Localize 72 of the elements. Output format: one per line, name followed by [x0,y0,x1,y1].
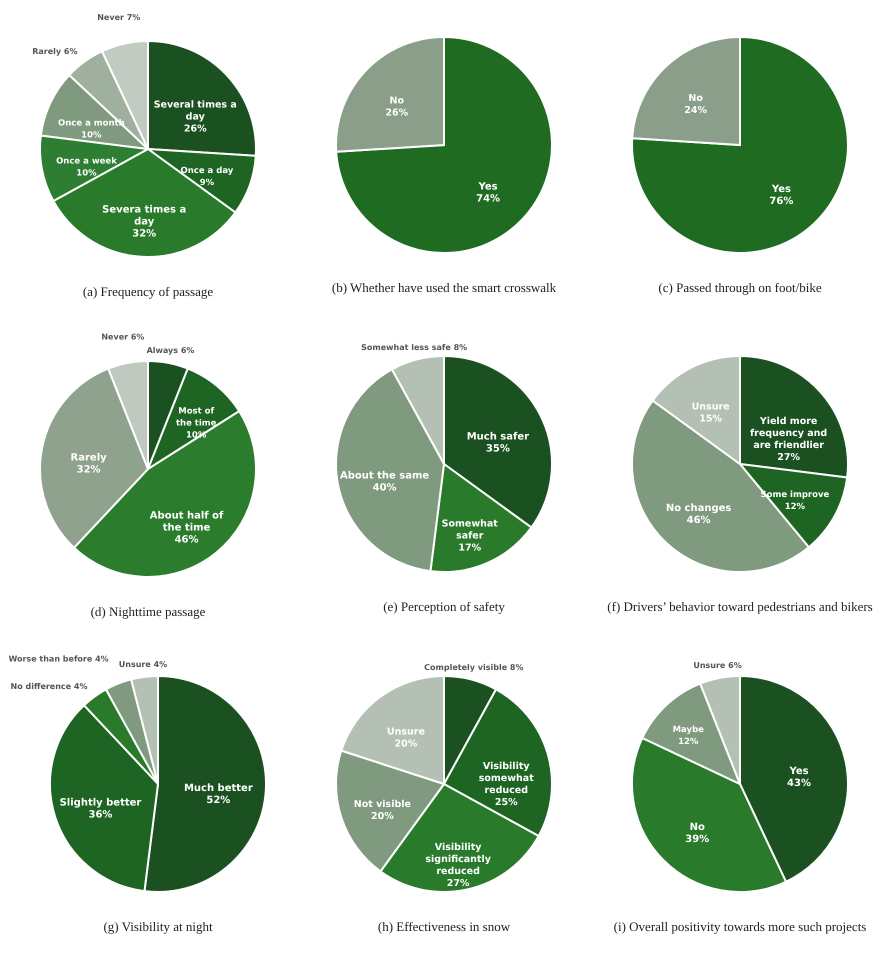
slice-label: Once a day [180,166,234,176]
data-label: 26% [184,124,208,135]
text: (h) Effectiveness in snow [378,919,511,934]
data-label: 39% [685,834,710,845]
slice-label: Rarely [70,452,108,464]
data-label: 12% [784,502,806,512]
slice-label: Much better [184,782,253,794]
slice-label: About the same [340,470,430,482]
slice-label: No [390,96,404,107]
slice-label: Yes [788,766,809,777]
text: (a) Frequency of passage [82,284,214,299]
slice-label: Visibility significantly reduced [425,842,492,878]
text: (g) Visibility at night [103,919,213,934]
data-label: 32% [132,228,156,240]
data-label: 32% [76,464,101,476]
slice-label: No changes [666,503,732,514]
data-label: 27% [446,878,470,890]
slice-label: Yes [770,184,791,196]
slice-label: No difference 4% [10,682,88,691]
data-label: 46% [686,515,711,526]
data-label: 12% [678,736,699,747]
slice-label: Never 6% [101,332,144,342]
data-label: 17% [458,542,482,554]
data-label: 10% [76,168,98,179]
data-label: 15% [699,413,722,424]
slice-label: Visibility somewhat reduced [478,760,534,796]
data-label: 26% [385,108,409,119]
data-label: 9% [200,178,215,188]
slice-label: Several times a day [154,100,237,123]
slice-label: Unsure 6% [693,661,742,670]
slice-label: Never 7% [97,13,140,22]
data-label: 35% [486,444,510,455]
slice-label: Unsure [386,726,425,738]
slice-label: Most of the time [176,406,217,429]
data-label: 52% [206,794,230,806]
data-label: 43% [787,778,811,789]
slice-label: No [690,822,705,833]
slice-label: No [688,92,704,104]
data-label: 10% [81,130,102,140]
slice-label: Always 6% [146,346,194,356]
data-label: 27% [777,452,800,464]
text: (i) Overall positivity towards more such projects [614,919,866,934]
data-label: 74% [476,193,500,204]
data-label: 76% [769,196,794,208]
slice-label: Unsure 4% [118,660,168,669]
slice-label: Rarely 6% [32,46,78,56]
slice-label: Somewhat less safe 8% [361,342,468,352]
slice-label: Severa times a day [102,204,186,228]
text: (f) Drivers’ behavior toward pedestrians and bikers [607,599,873,614]
slice-label: Yield more frequency and are friendlier [750,416,828,452]
slice-label: Not visible [354,799,411,810]
slice-label: About half of the time [150,510,224,534]
slice-label: Completely visible 8% [424,662,524,672]
slice-label: Somewhat safer [442,518,498,542]
text: (b) Whether have used the smart crosswalk [332,280,557,295]
slice-label: Yes [478,181,498,192]
text: (e) Perception of safety [383,599,506,614]
data-label: 20% [394,738,418,750]
slice-label: Once a week [56,156,118,167]
data-label: 24% [684,104,708,116]
data-label: 25% [494,796,518,808]
slice-label: Much safer [466,432,530,443]
data-label: 40% [372,482,397,494]
slice-label: Unsure [692,401,730,412]
text: (c) Passed through on foot/bike [658,280,822,295]
slice-label: Maybe [672,724,704,735]
text: (d) Nighttime passage [90,604,206,619]
slice-label: Slightly better [60,798,142,809]
data-label: 46% [174,534,199,546]
slice-label: Worse than before 4% [8,654,109,664]
data-label: 20% [370,811,394,822]
data-label: 36% [88,810,112,821]
